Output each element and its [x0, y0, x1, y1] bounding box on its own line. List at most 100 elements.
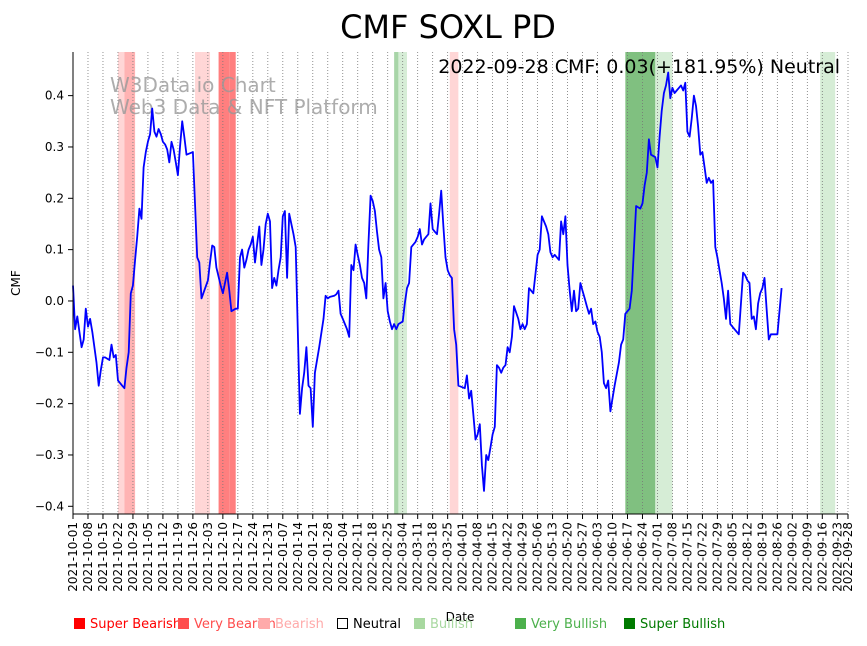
legend-box-very-bearish — [178, 618, 189, 629]
y-tick-label-1: −0.3 — [35, 448, 64, 462]
y-axis-title: CMF — [9, 270, 23, 296]
y-tick-label-3: −0.1 — [35, 345, 64, 359]
chart-title: CMF SOXL PD — [340, 8, 556, 46]
y-tick-label-7: 0.3 — [45, 140, 64, 154]
x-tick-label-48: 2022-09-02 — [785, 522, 799, 592]
x-tick-label-19: 2022-02-11 — [351, 522, 365, 592]
x-tick-label-31: 2022-05-06 — [531, 522, 545, 592]
x-tick-label-50: 2022-09-16 — [815, 522, 829, 592]
x-tick-label-7: 2021-11-19 — [171, 522, 185, 592]
x-tick-label-43: 2022-07-29 — [710, 522, 724, 592]
x-tick-label-32: 2022-05-13 — [546, 522, 560, 592]
region-very-bearish-1 — [124, 52, 136, 514]
x-tick-label-4: 2021-10-29 — [126, 522, 140, 592]
legend-box-bullish — [414, 618, 425, 629]
legend-box-neutral — [337, 618, 348, 629]
x-tick-label-52: 2022-09-28 — [841, 522, 855, 592]
x-tick-label-22: 2022-03-04 — [396, 522, 410, 592]
x-tick-label-40: 2022-07-08 — [665, 522, 679, 592]
x-tick-label-15: 2022-01-14 — [291, 522, 305, 592]
x-tick-label-44: 2022-08-05 — [725, 522, 739, 592]
y-tick-label-4: 0.0 — [45, 294, 64, 308]
x-tick-label-12: 2021-12-24 — [246, 522, 260, 592]
y-tick-label-0: −0.4 — [35, 499, 64, 513]
x-tick-label-10: 2021-12-10 — [216, 522, 230, 592]
x-tick-label-41: 2022-07-15 — [680, 522, 694, 592]
region-bullish-10 — [655, 52, 673, 514]
x-tick-label-2: 2021-10-15 — [96, 522, 110, 592]
x-tick-label-27: 2022-04-08 — [471, 522, 485, 592]
x-tick-label-11: 2021-12-17 — [231, 522, 245, 592]
x-tick-label-36: 2022-06-10 — [606, 522, 620, 592]
legend-box-super-bearish — [74, 618, 85, 629]
x-tick-label-14: 2022-01-07 — [276, 522, 290, 592]
cmf-series — [72, 71, 783, 492]
x-tick-label-38: 2022-06-24 — [635, 522, 649, 592]
x-tick-label-49: 2022-09-09 — [800, 522, 814, 592]
watermark: W3Data.io Chart Web3 Data & NFT Platform — [110, 73, 378, 119]
legend-label-very-bullish: Very Bullish — [531, 617, 607, 632]
x-tick-label-8: 2021-11-26 — [186, 522, 200, 592]
y-tick-label-2: −0.2 — [35, 397, 64, 411]
x-tick-label-28: 2022-04-15 — [486, 522, 500, 592]
axes — [72, 52, 848, 515]
watermark-line-2: Web3 Data & NFT Platform — [110, 95, 378, 119]
x-tick-label-39: 2022-07-01 — [650, 522, 664, 592]
x-tick-label-42: 2022-07-22 — [695, 522, 709, 592]
x-tick-label-17: 2022-01-28 — [321, 522, 335, 592]
x-tick-label-18: 2022-02-04 — [336, 522, 350, 592]
x-tick-label-45: 2022-08-12 — [740, 522, 754, 592]
region-very-bullish-6 — [394, 52, 399, 514]
x-axis-title: Date — [446, 610, 475, 624]
legend-label-neutral: Neutral — [353, 617, 401, 632]
x-tick-label-5: 2021-11-05 — [141, 522, 155, 592]
legend-label-bullish: Bullish — [430, 617, 473, 632]
region-bearish-2 — [195, 52, 202, 514]
legend-label-super-bullish: Super Bullish — [640, 617, 725, 632]
x-tick-label-3: 2021-10-22 — [111, 522, 125, 592]
legend-label-very-bearish: Very Bearish — [194, 617, 276, 632]
x-tick-label-37: 2022-06-17 — [620, 522, 634, 592]
x-tick-label-16: 2022-01-21 — [306, 522, 320, 592]
x-tick-label-30: 2022-04-29 — [516, 522, 530, 592]
x-tick-label-21: 2022-02-25 — [381, 522, 395, 592]
x-ticks: 2021-10-01 2021-10-08 2021-10-15 2021-10-22… — [66, 514, 855, 592]
watermark-line-1: W3Data.io Chart — [110, 73, 276, 97]
x-tick-label-47: 2022-08-26 — [770, 522, 784, 592]
region-bullish-11 — [820, 52, 836, 514]
y-tick-label-6: 0.2 — [45, 191, 64, 205]
region-super-bullish-9 — [625, 52, 656, 514]
x-tick-label-20: 2022-02-18 — [366, 522, 380, 592]
x-tick-label-46: 2022-08-19 — [755, 522, 769, 592]
x-tick-label-23: 2022-03-11 — [411, 522, 425, 592]
x-tick-label-9: 2021-12-03 — [201, 522, 215, 592]
region-bearish-8 — [449, 52, 459, 514]
legend-label-super-bearish: Super Bearish — [90, 617, 181, 632]
x-tick-label-26: 2022-04-01 — [456, 522, 470, 592]
x-tick-label-1: 2021-10-08 — [81, 522, 95, 592]
y-tick-label-8: 0.4 — [45, 89, 64, 103]
legend-box-super-bullish — [624, 618, 635, 629]
y-tick-label-5: 0.1 — [45, 243, 64, 257]
region-super-bearish-5 — [229, 52, 236, 514]
region-bearish-3 — [201, 52, 211, 514]
x-tick-label-51: 2022-09-23 — [830, 522, 844, 592]
y-ticks: −0.4 −0.3 −0.2 −0.1 0.0 0.1 0.2 0.3 0.4 — [35, 89, 73, 513]
vertical-gridlines — [72, 52, 849, 514]
region-bearish-0 — [117, 52, 125, 514]
legend-box-bearish — [259, 618, 270, 629]
x-tick-label-29: 2022-04-22 — [501, 522, 515, 592]
x-tick-label-0: 2021-10-01 — [66, 522, 80, 592]
legend-label-bearish: Bearish — [275, 617, 324, 632]
region-super-bearish-4 — [218, 52, 230, 514]
x-tick-label-13: 2021-12-31 — [261, 522, 275, 592]
series-line-cmf — [72, 71, 783, 492]
legend-box-very-bullish — [515, 618, 526, 629]
x-tick-label-24: 2022-03-18 — [426, 522, 440, 592]
x-tick-label-6: 2021-11-12 — [156, 522, 170, 592]
x-tick-label-34: 2022-05-27 — [576, 522, 590, 592]
legend: Super Bearish Very Bearish Bearish Neutral B… — [74, 617, 725, 632]
latest-value-annotation: 2022-09-28 CMF: 0.03(+181.95%) Neutral — [438, 56, 840, 78]
x-tick-label-25: 2022-03-25 — [441, 522, 455, 592]
